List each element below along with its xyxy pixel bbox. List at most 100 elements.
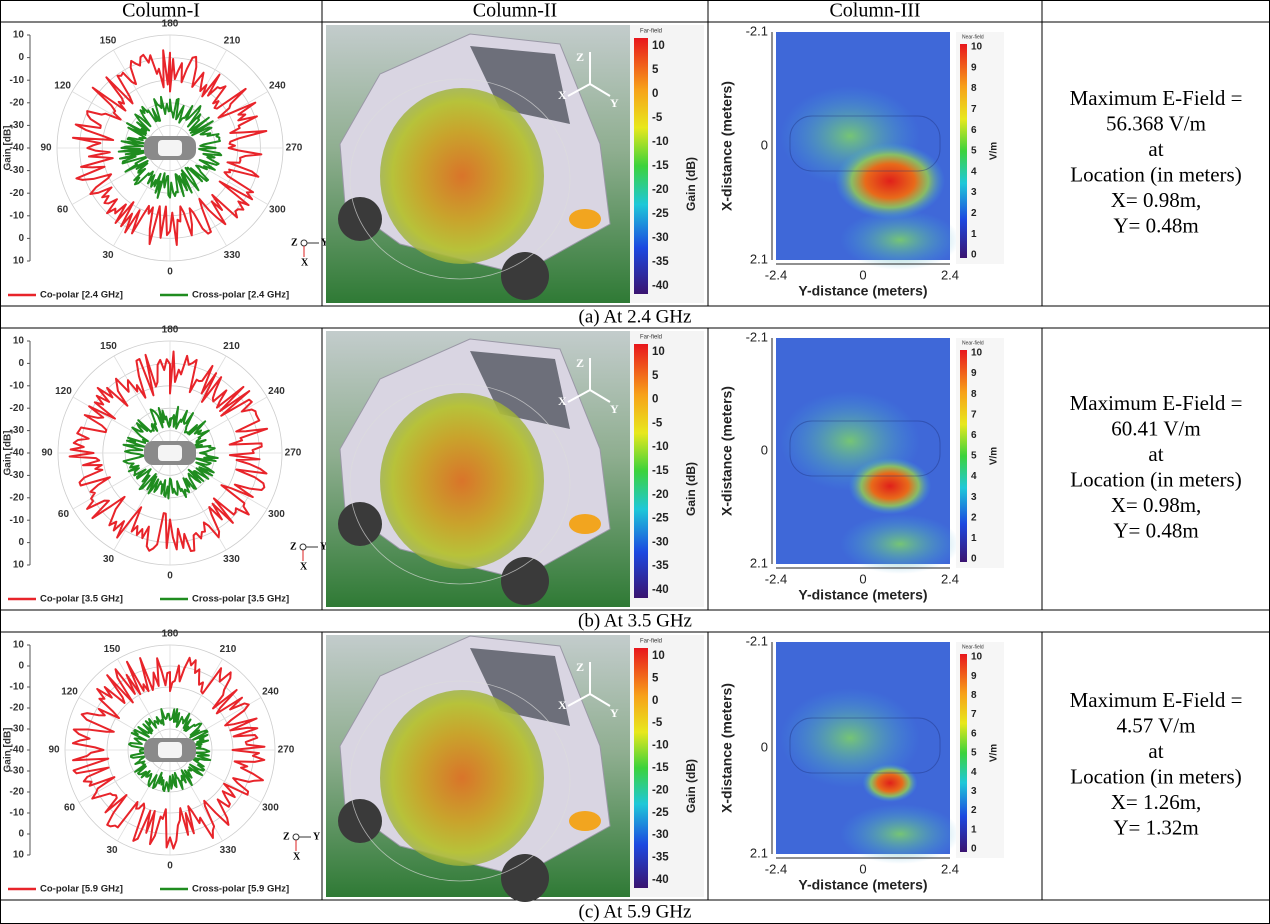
colorbar-label: 0 [971,250,977,261]
axis-letter: Z [283,831,290,842]
wheel [501,854,549,902]
angle-label: 60 [57,205,69,216]
colorbar-label: 2 [971,805,977,816]
colorbar-label: 6 [971,125,977,136]
colorbar [960,350,967,562]
gain-label: -20 [10,403,25,414]
polar-plot: 1802102402703003300306090120150100-10-20… [3,19,329,301]
axis-dot [293,834,299,840]
car-roof [158,140,182,156]
h-tick-label: -2.4 [765,861,787,876]
v-axis-title: X-distance (meters) [719,683,735,813]
gain-label: 10 [13,640,25,651]
colorbar [960,654,967,852]
colorbar-label: 3 [971,187,977,198]
angle-label: 240 [268,386,285,397]
legend-label: Cross-polar [5.9 GHz] [192,884,289,895]
near-field-map: -2.102.1-2.402.4X-distance (meters)Y-dis… [719,633,1004,892]
colorbar-label: -30 [652,232,669,244]
colorbar-label: 1 [971,533,977,544]
v-axis-title: X-distance (meters) [719,386,735,516]
gain-axis-title: Gain [dB] [3,126,14,171]
row: (a) At 2.4 GHz18021024027030033003060901… [0,19,1270,328]
colorbar-title: V/m [989,142,1000,160]
colorbar-label: -20 [652,489,669,501]
colorbar-label: 5 [652,370,659,382]
axis-letter: Z [576,356,584,370]
legend-label: Co-polar [3.5 GHz] [40,594,123,605]
colorbar-label: 6 [971,430,977,441]
gain-label: -10 [10,515,25,526]
car-roof [158,742,182,758]
angle-label: 90 [41,448,53,459]
colorbar-title: Gain (dB) [684,157,698,211]
gain-label: 0 [18,358,24,369]
colorbar-label: 5 [971,748,977,759]
angle-label: 0 [167,267,173,278]
colorbar-label: 7 [971,709,977,720]
axis-letter: Z [576,50,584,64]
caption: (a) At 2.4 GHz [579,306,692,327]
heatmap-hotspot [849,458,932,515]
colorbar-label: 1 [971,229,977,240]
angle-label: 30 [102,250,114,261]
colorbar-label: -40 [652,280,669,292]
summary-line: 60.41 V/m [1111,417,1200,441]
colorbar [634,38,648,294]
axis-letter: Z [290,541,297,552]
caption: (c) At 5.9 GHz [579,901,692,922]
colorbar-label: 5 [971,146,977,157]
axis-letter: X [300,561,308,572]
gain-label: 10 [13,256,25,267]
heatmap-hotspot [863,764,918,802]
colorbar [634,648,648,888]
angle-label: 270 [278,745,295,756]
colorbar-label: 9 [971,368,977,379]
gain-label: -20 [10,97,25,108]
colorbar-label: -15 [652,762,669,774]
gain-label: -20 [10,492,25,503]
axis-letter: Z [576,660,584,674]
gain-axis-title: Gain [dB] [3,431,14,476]
colorbar-label: -25 [652,208,669,220]
colorbar-label: 10 [652,346,665,358]
angle-label: 240 [269,81,286,92]
far-field-view: ZXYFar-field1050-5-10-15-20-25-30-35-40G… [326,331,704,607]
summary-line: Y= 1.32m [1113,816,1198,840]
colorbar-label: -5 [652,112,663,124]
colorbar-title: Gain (dB) [684,462,698,516]
angle-label: 210 [223,341,240,352]
gain-label: 10 [13,30,25,41]
v-tick-label: 2.1 [750,555,768,570]
near-field-map: -2.102.1-2.402.4X-distance (meters)Y-dis… [719,329,1004,602]
colorbar-label: -35 [652,256,669,268]
angle-label: 60 [64,803,76,814]
angle-label: 240 [262,687,279,698]
radiation-pattern [380,88,544,264]
v-tick-label: -2.1 [746,23,768,38]
gain-label: -10 [10,75,25,86]
colorbar-label: -20 [652,784,669,796]
colorbar-label: 10 [652,650,665,662]
heatmap-glow [840,210,960,270]
caption: (b) At 3.5 GHz [578,610,692,631]
colorbar-title: V/m [989,744,1000,762]
summary-line: X= 0.98m, [1111,493,1202,517]
angle-label: 90 [40,143,52,154]
angle-label: 270 [285,448,302,459]
headlight [569,209,601,229]
angle-label: 30 [106,845,118,856]
colorbar [634,344,648,598]
heatmap-hotspot [835,143,945,219]
gain-label: -10 [10,210,25,221]
colorbar-label: 8 [971,83,977,94]
legend-title: Near-field [962,34,984,40]
colorbar-title: Gain (dB) [684,759,698,813]
summary-line: at [1148,739,1163,763]
colorbar-label: -10 [652,740,669,752]
colorbar-label: 5 [971,451,977,462]
angle-label: 180 [162,629,179,640]
near-field-map: -2.102.1-2.402.4X-distance (meters)Y-dis… [719,23,1004,298]
colorbar-label: -20 [652,184,669,196]
summary-line: Maximum E-Field = [1070,391,1243,415]
